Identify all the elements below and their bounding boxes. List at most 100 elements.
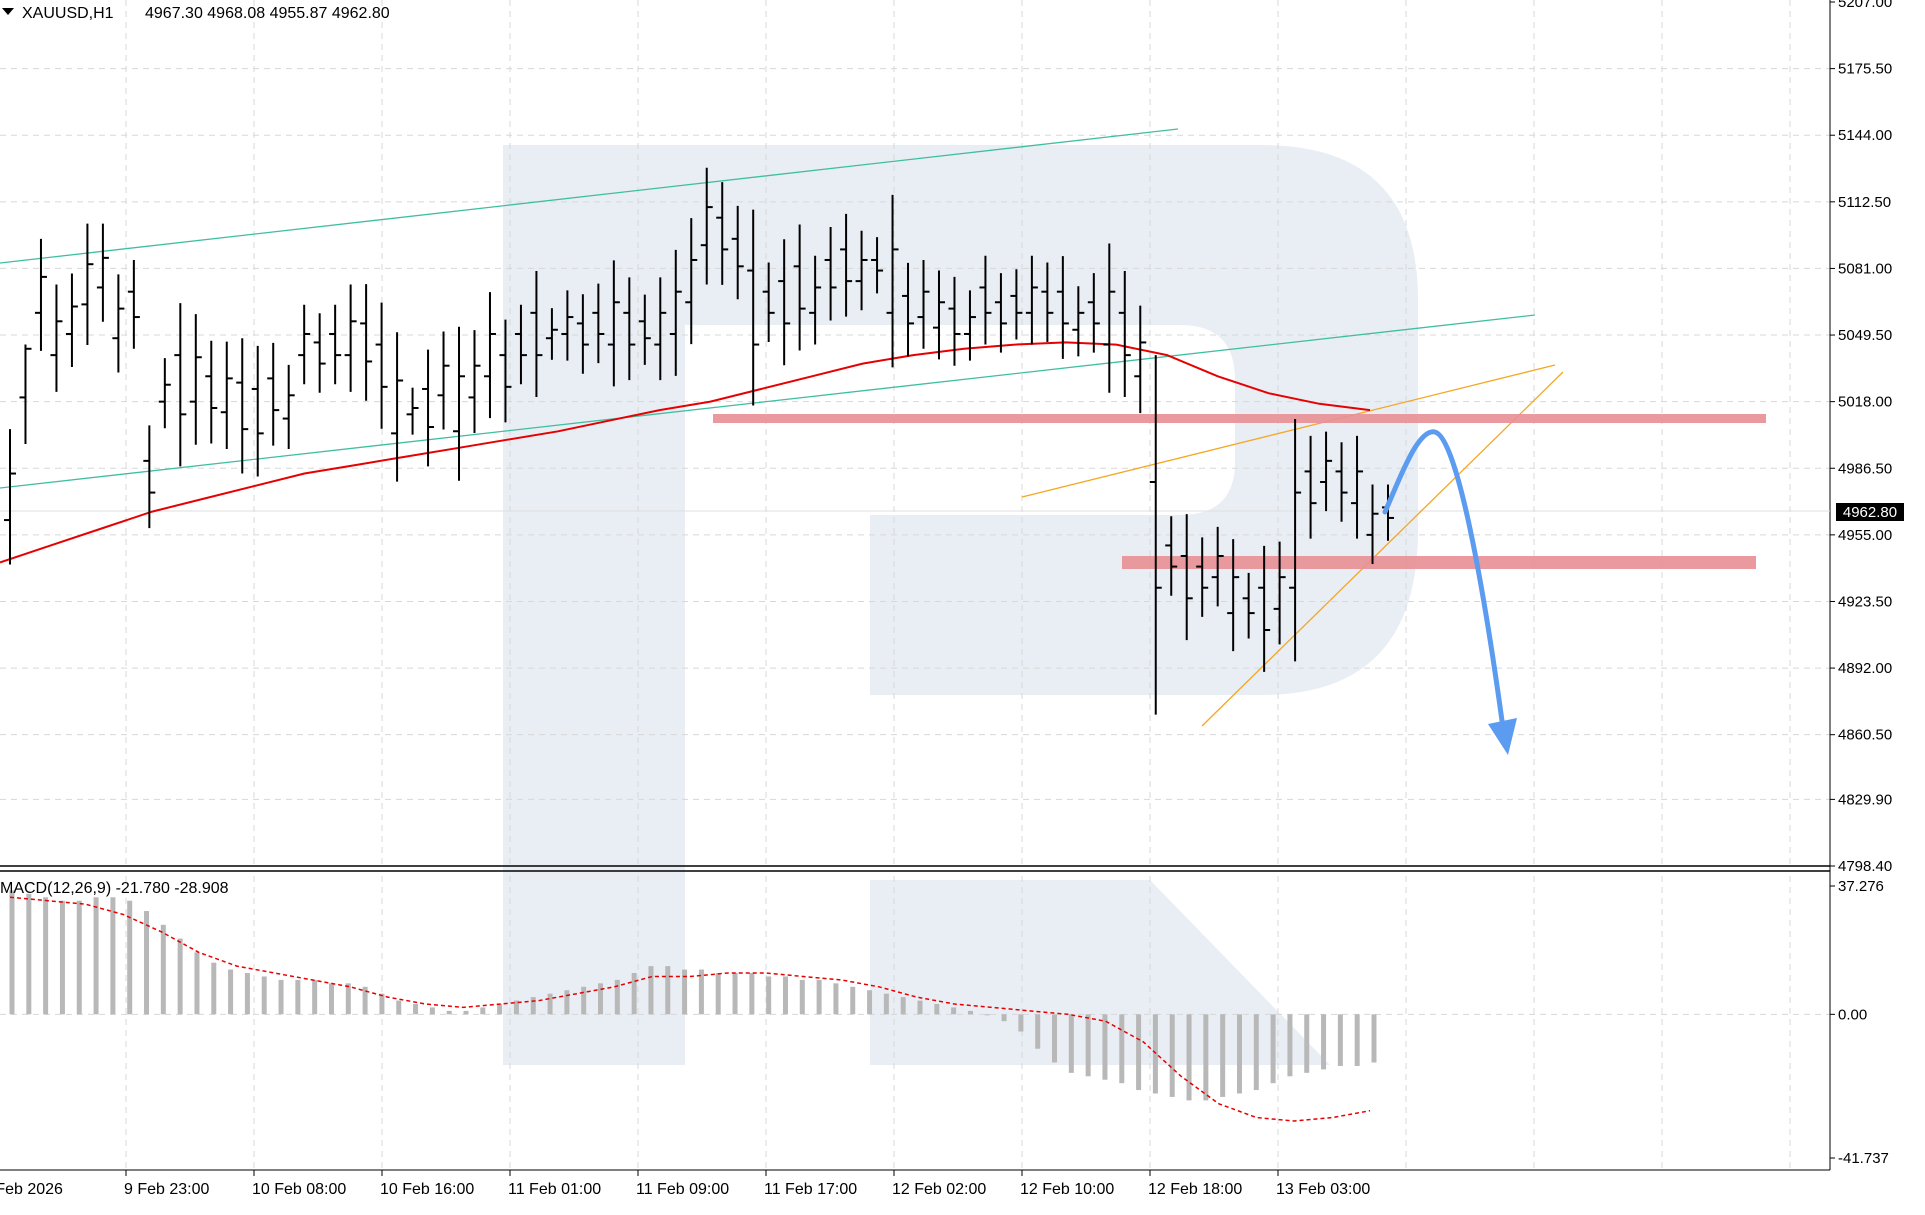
macd-bar bbox=[698, 969, 704, 1015]
ohlc-bar bbox=[375, 302, 388, 429]
price-tick-label: 4798.40 bbox=[1838, 858, 1892, 875]
ohlc-bar bbox=[127, 259, 140, 349]
macd-histogram bbox=[9, 890, 1377, 1101]
macd-axis: 37.276 0.00 -41.737 bbox=[1830, 878, 1889, 1167]
ohlc-bar bbox=[251, 345, 264, 477]
macd-bar bbox=[1102, 1014, 1108, 1080]
macd-bar bbox=[1203, 1014, 1209, 1101]
macd-bar bbox=[160, 924, 166, 1015]
ohlc-bar bbox=[19, 344, 32, 444]
macd-bar bbox=[1085, 1014, 1091, 1077]
ohlc-bar bbox=[700, 167, 713, 285]
macd-bar bbox=[228, 969, 234, 1015]
ohlc-bar bbox=[607, 260, 620, 387]
macd-bar bbox=[850, 986, 856, 1015]
macd-bar bbox=[530, 997, 536, 1015]
ohlc-bar bbox=[1072, 286, 1085, 357]
ohlc-bar bbox=[623, 277, 636, 381]
ohlc-bar bbox=[1041, 262, 1054, 343]
macd-bar bbox=[867, 990, 873, 1015]
macd-bar bbox=[1304, 1014, 1310, 1073]
ohlc-bar bbox=[205, 340, 218, 444]
macd-bar bbox=[749, 973, 755, 1015]
ohlc-bar bbox=[1087, 273, 1100, 353]
forecast-arrow bbox=[1382, 429, 1517, 755]
ohlc-bar bbox=[1335, 442, 1348, 522]
macd-bar bbox=[816, 979, 822, 1015]
macd-bar bbox=[1136, 1014, 1142, 1091]
macd-bar bbox=[766, 976, 772, 1015]
ohlc-bar bbox=[220, 341, 233, 450]
ohlc-bar bbox=[514, 304, 527, 385]
ohlc-bar bbox=[112, 274, 125, 373]
collapse-triangle-icon bbox=[2, 8, 14, 15]
macd-tick-label: -41.737 bbox=[1838, 1150, 1889, 1167]
ohlc-bar bbox=[360, 284, 373, 401]
ohlc-bar bbox=[1366, 484, 1379, 565]
ohlc-bar bbox=[1304, 435, 1317, 539]
macd-bar bbox=[782, 976, 788, 1015]
macd-bar bbox=[345, 983, 351, 1015]
macd-bar bbox=[598, 983, 604, 1015]
ohlc-bar bbox=[344, 284, 357, 392]
ohlc-bar bbox=[824, 226, 837, 321]
macd-header: MACD(12,26,9) -21.780 -28.908 bbox=[0, 880, 229, 897]
macd-tick-label: 0.00 bbox=[1838, 1006, 1867, 1023]
ohlc-bar bbox=[158, 358, 171, 429]
macd-bar bbox=[513, 1000, 519, 1015]
macd-bar bbox=[312, 979, 318, 1015]
price-tick-label: 4986.50 bbox=[1838, 460, 1892, 477]
ohlc-bar bbox=[669, 249, 682, 376]
ohlc-bar bbox=[685, 218, 698, 345]
ohlc-bar bbox=[298, 304, 311, 385]
macd-bar bbox=[1186, 1014, 1192, 1101]
macd-bar bbox=[984, 1014, 990, 1016]
price-tick-label: 4860.50 bbox=[1838, 727, 1892, 744]
macd-bar bbox=[144, 911, 150, 1015]
macd-bar bbox=[1287, 1014, 1293, 1077]
ohlc-bar bbox=[716, 182, 729, 285]
teal-channel-lower bbox=[0, 314, 1536, 489]
macd-bar bbox=[917, 1000, 923, 1015]
ohlc-bar bbox=[1242, 572, 1255, 639]
ohlc-bar bbox=[840, 213, 853, 317]
orange-channel-lower bbox=[1201, 371, 1564, 727]
ohlc-bar bbox=[174, 303, 187, 467]
ohlc-bar bbox=[855, 230, 868, 311]
macd-bar bbox=[547, 993, 553, 1015]
price-tick-label: 5144.00 bbox=[1838, 127, 1892, 144]
ohlc-bar bbox=[948, 276, 961, 366]
macd-bar bbox=[883, 993, 889, 1015]
time-axis: 9 Feb 2026 9 Feb 23:00 10 Feb 08:00 10 Feb … bbox=[0, 1170, 1370, 1198]
macd-bar bbox=[379, 993, 385, 1015]
ohlc-bar bbox=[1289, 418, 1302, 662]
ohlc-bar bbox=[1103, 243, 1116, 393]
macd-bar bbox=[564, 990, 570, 1015]
ohlc-bar bbox=[1351, 435, 1364, 539]
ohlc-bar bbox=[902, 262, 915, 357]
ohlc-bar bbox=[81, 223, 94, 345]
macd-bar bbox=[1068, 1014, 1074, 1073]
ohlc-bar bbox=[1165, 516, 1178, 596]
ohlc-bars bbox=[4, 167, 1394, 715]
macd-bar bbox=[934, 1003, 940, 1015]
ohlc-bar bbox=[1010, 269, 1023, 340]
macd-bar bbox=[127, 900, 133, 1015]
macd-bar bbox=[480, 1007, 486, 1015]
macd-bar bbox=[177, 938, 183, 1015]
ohlc-bar bbox=[1134, 305, 1147, 414]
ohlc-bar bbox=[979, 255, 992, 345]
grid-lines bbox=[0, 0, 1830, 1170]
ohlc-bar bbox=[1180, 514, 1193, 641]
ohlc-bar bbox=[236, 338, 249, 474]
macd-bar bbox=[967, 1010, 973, 1015]
ohlc-bar bbox=[1227, 539, 1240, 652]
ohlc-bar bbox=[809, 255, 822, 345]
teal-channel-upper bbox=[0, 128, 1179, 264]
macd-bar bbox=[833, 983, 839, 1015]
price-tick-label: 5081.00 bbox=[1838, 260, 1892, 277]
ohlc-bar bbox=[1149, 355, 1162, 715]
watermark-logo bbox=[503, 145, 1418, 1065]
